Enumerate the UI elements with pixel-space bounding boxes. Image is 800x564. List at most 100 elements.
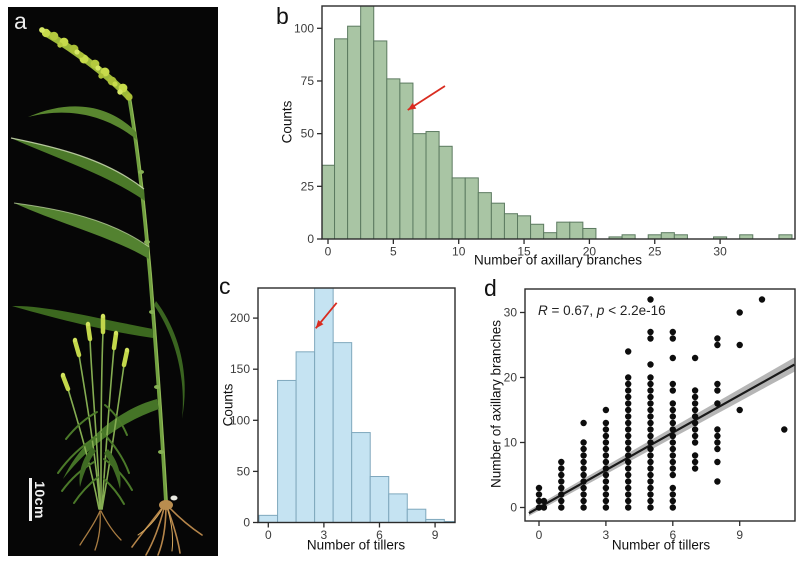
scatter-tillers-vs-branches-point: [558, 465, 565, 472]
scatter-tillers-vs-branches-point: [691, 452, 699, 459]
scatter-tillers-vs-branches-point: [647, 471, 654, 479]
scatter-tillers-vs-branches-point: [691, 400, 699, 407]
histogram-axillary-branches-x-tick-label: 25: [648, 245, 662, 259]
scatter-tillers-vs-branches-point: [558, 458, 565, 466]
histogram-axillary-branches-bar: [490, 202, 505, 239]
histogram-axillary-branches-x-tick-label: 5: [390, 245, 397, 259]
leaf: [154, 301, 185, 419]
histogram-axillary-branches-bar: [464, 177, 479, 239]
scatter-tillers-vs-branches-point: [714, 335, 721, 342]
histogram-axillary-branches-bar: [334, 38, 349, 239]
scatter-tillers-vs-branches-point: [736, 341, 743, 349]
scatter-tillers-vs-branches-point: [625, 471, 632, 479]
scatter-tillers-vs-branches-point: [580, 439, 587, 446]
scatter-tillers-vs-branches-y-tick-label: 20: [504, 371, 518, 385]
scatter-tillers-vs-branches-point: [714, 426, 721, 433]
scatter-tillers-vs-branches-point: [602, 419, 610, 427]
histogram-axillary-branches-bar: [477, 192, 492, 239]
panel-c-label: c: [219, 273, 231, 299]
scatter-tillers-vs-branches-x-tick-label: 9: [736, 528, 743, 542]
scatter-tillers-vs-branches-point: [691, 406, 699, 414]
scatter-tillers-vs-branches-point: [714, 478, 721, 485]
scatter-tillers-vs-branches-point: [647, 406, 654, 414]
scatter-tillers-vs-branches-point: [625, 478, 632, 485]
histogram-tillers-bar: [277, 379, 297, 523]
scatter-tillers-vs-branches-point: [691, 419, 699, 427]
scatter-tillers-vs-branches-point: [647, 296, 654, 303]
histogram-tillers-x-tick-label: 0: [265, 528, 272, 542]
main-stem: [127, 95, 168, 506]
scatter-tillers-vs-branches-point: [714, 439, 721, 446]
scatter-tillers-vs-branches-regression-line: [528, 363, 795, 515]
histogram-tillers-bar: [369, 476, 390, 523]
histogram-axillary-branches-y-tick-label: 25: [301, 179, 315, 193]
scatter-tillers-vs-branches-point: [647, 413, 654, 420]
scatter-tillers-vs-branches-point: [625, 458, 632, 466]
histogram-axillary-branches-bar: [373, 40, 388, 239]
scatter-tillers-vs-branches-point: [714, 445, 721, 453]
leaves: [10, 106, 185, 479]
d-x-axis-title: Number of tillers: [611, 537, 711, 553]
scatter-tillers-vs-branches-point: [580, 452, 587, 459]
scatter-tillers-vs-branches-point: [714, 387, 721, 394]
scatter-tillers-vs-branches-point: [691, 393, 699, 401]
scatter-tillers-vs-branches-y-tick-label: 10: [504, 436, 518, 450]
scatter-tillers-vs-branches-axes: 0 3 6 9 0 10 20 30: [504, 306, 744, 543]
panel-b-label: b: [276, 3, 289, 29]
scatter-tillers-vs-branches-point: [625, 387, 632, 394]
scatter-tillers-vs-branches-point: [691, 387, 699, 394]
histogram-axillary-branches-bar: [660, 232, 675, 239]
histogram-tillers-y-tick-label: 0: [243, 516, 250, 530]
correlation-annotation: R = 0.67, p < 2.2e-16: [538, 303, 666, 318]
histogram-axillary-branches-x-tick-label: 10: [452, 245, 466, 259]
scale-bar-line: [29, 478, 32, 521]
scatter-tillers-vs-branches-point: [669, 406, 676, 414]
scatter-tillers-vs-branches-point: [625, 374, 632, 381]
scatter-tillers-vs-branches-point: [647, 452, 654, 459]
tiller-spikes: [60, 314, 130, 392]
scatter-tillers-vs-branches-point: [691, 413, 699, 420]
histogram-axillary-branches-x-tick-label: 15: [517, 245, 531, 259]
histogram-tillers-x-tick-label: 6: [376, 528, 383, 542]
leaf: [28, 106, 137, 140]
histogram-tillers-y-tick-label: 100: [230, 413, 250, 427]
scatter-tillers-vs-branches-point: [647, 478, 654, 485]
scatter-tillers-vs-branches-point: [625, 419, 632, 427]
histogram-tillers-y-tick-label: 150: [230, 362, 250, 376]
tiller-clump: [57, 313, 133, 551]
scatter-tillers-vs-branches-point: [625, 400, 632, 407]
scatter-tillers-vs-branches-point: [736, 309, 743, 316]
scatter-tillers-vs-branches-point: [580, 478, 587, 485]
histogram-axillary-branches-bar: [347, 25, 362, 239]
scatter-tillers-vs-branches-point: [647, 393, 654, 401]
scatter-tillers-vs-branches-point: [602, 452, 610, 459]
scatter-tillers-vs-branches-point: [602, 497, 610, 505]
scatter-tillers-vs-branches-point: [714, 432, 721, 440]
scatter-tillers-vs-branches-point: [625, 406, 632, 414]
scatter-tillers-vs-branches-point: [602, 504, 610, 511]
scatter-tillers-vs-branches-point: [625, 445, 632, 453]
histogram-tillers-annotation-arrow: [315, 302, 338, 329]
histogram-axillary-branches-bars: [322, 6, 793, 239]
histogram-axillary-branches-bar: [503, 213, 519, 239]
histogram-tillers-bar: [388, 493, 408, 523]
leaf: [12, 305, 153, 338]
scatter-tillers-vs-branches-point: [558, 484, 565, 492]
histogram-axillary-branches-y-tick-label: 50: [301, 127, 315, 141]
histogram-axillary-branches-bar: [530, 223, 545, 239]
histogram-axillary-branches-annotation-arrow: [407, 85, 446, 111]
r-value: = 0.67,: [547, 303, 597, 318]
scatter-tillers-vs-branches-point: [647, 361, 654, 368]
scatter-tillers-vs-branches-point: [580, 465, 587, 472]
scatter-tillers-vs-branches-point: [558, 497, 565, 505]
scatter-tillers-vs-branches-point: [691, 432, 699, 440]
scatter-tillers-vs-branches-point: [669, 335, 676, 342]
scatter-tillers-vs-branches-point: [647, 374, 654, 381]
histogram-axillary-branches-bar: [713, 236, 728, 239]
scatter-tillers-vs-branches-point: [691, 439, 699, 446]
scatter-tillers-vs-branches-point: [781, 426, 788, 433]
scatter-tillers-vs-branches-panel-border: [524, 288, 796, 522]
scatter-tillers-vs-branches-point: [647, 491, 654, 498]
scatter-tillers-vs-branches-point: [669, 419, 676, 427]
